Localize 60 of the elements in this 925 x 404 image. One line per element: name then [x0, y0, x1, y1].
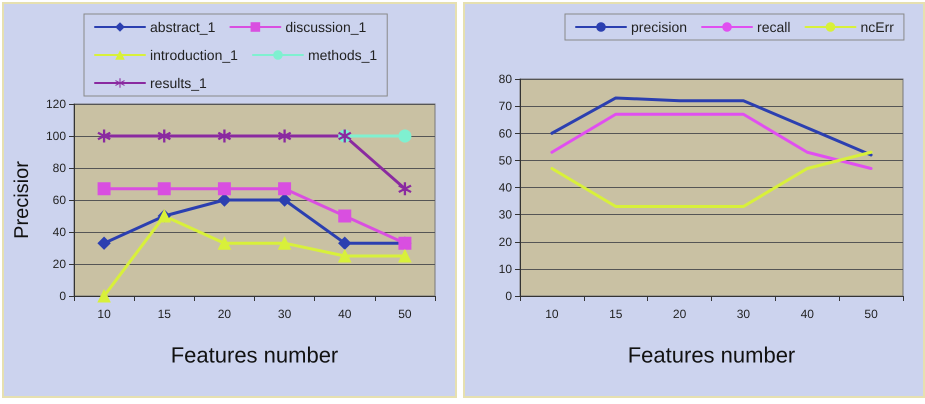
legend-label: results_1	[150, 75, 208, 91]
x-tick-label: 50	[864, 307, 878, 321]
y-tick-label: 0	[505, 289, 512, 303]
x-tick-label: 15	[158, 307, 172, 321]
x-tick-label: 10	[545, 307, 559, 321]
y-tick-label: 20	[52, 257, 66, 271]
y-tick-label: 120	[46, 97, 66, 111]
point	[98, 182, 111, 196]
x-tick-label: 20	[218, 307, 232, 321]
point	[158, 182, 171, 196]
y-axis-title: Precisior	[11, 160, 33, 239]
y-tick-label: 70	[498, 99, 512, 114]
x-axis-title: Features number	[628, 342, 796, 368]
point	[278, 130, 292, 142]
x-tick-label: 15	[609, 307, 623, 321]
point	[218, 194, 231, 206]
line-series	[550, 96, 873, 156]
point	[338, 236, 352, 250]
point	[278, 194, 292, 206]
y-tick-label: 50	[498, 153, 512, 168]
y-tick-label: 0	[59, 289, 66, 303]
legend-label: discussion_1	[285, 19, 367, 35]
y-tick-label: 30	[498, 208, 512, 222]
y-tick-label: 80	[52, 161, 66, 175]
y-tick-label: 40	[498, 180, 512, 194]
point	[218, 236, 231, 250]
y-tick-label: 10	[498, 262, 512, 276]
legend-label: methods_1	[308, 47, 378, 63]
legend-label: recall	[757, 19, 790, 35]
y-tick-label: 80	[498, 72, 512, 86]
y-tick-label: 60	[498, 126, 512, 140]
point	[338, 210, 352, 222]
point	[98, 290, 111, 302]
legend-label: abstract_1	[150, 19, 216, 35]
point	[158, 130, 171, 142]
x-tick-label: 50	[398, 307, 412, 321]
x-tick-label: 40	[800, 307, 814, 321]
x-tick-label: 10	[97, 307, 112, 321]
x-tick-label: 40	[338, 307, 352, 321]
legend-label: introduction_1	[150, 47, 238, 63]
point	[398, 130, 412, 142]
y-tick-label: 40	[52, 225, 66, 239]
point	[218, 130, 231, 142]
x-tick-label: 30	[736, 307, 750, 321]
x-tick-label: 20	[672, 307, 687, 321]
legend-label: precision	[631, 19, 688, 35]
x-tick-label: 30	[278, 307, 292, 321]
point	[98, 130, 111, 142]
point	[218, 182, 231, 196]
y-tick-label: 60	[52, 193, 66, 207]
point	[98, 236, 111, 250]
x-axis-title: Features number	[170, 342, 338, 368]
point	[398, 250, 412, 262]
point	[278, 236, 292, 250]
y-tick-label: 20	[498, 234, 512, 249]
point	[278, 182, 292, 196]
y-tick-label: 100	[46, 129, 66, 143]
point	[338, 250, 352, 262]
point	[398, 182, 412, 196]
legend-label: ncErr	[860, 19, 894, 35]
